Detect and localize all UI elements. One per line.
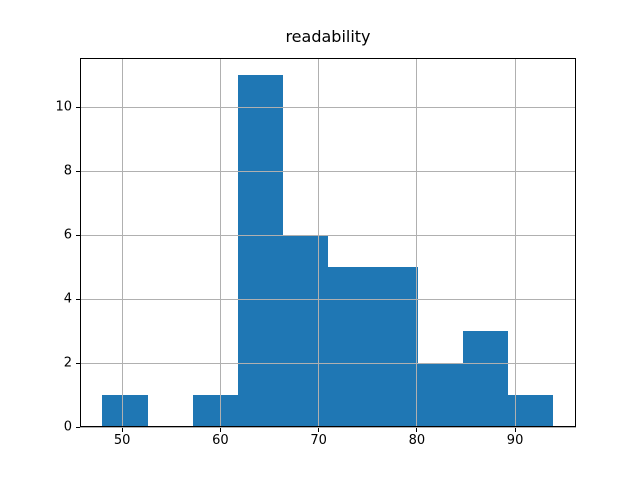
gridline-horizontal xyxy=(80,234,576,236)
histogram-bar xyxy=(373,267,419,428)
histogram-bar xyxy=(237,75,283,428)
histogram-bar xyxy=(282,235,328,428)
histogram-bar xyxy=(508,395,554,428)
x-tick-mark xyxy=(514,427,516,432)
y-tick-mark xyxy=(76,234,80,236)
chart-title: readability xyxy=(285,27,371,46)
gridline-vertical xyxy=(121,57,123,428)
gridline-vertical xyxy=(318,57,320,428)
x-tick-mark xyxy=(318,427,320,432)
x-tick-mark xyxy=(416,427,418,432)
y-tick-mark xyxy=(76,298,80,300)
y-tick-label: 6 xyxy=(63,227,72,243)
x-tick-label: 50 xyxy=(113,433,131,448)
x-tick-label: 80 xyxy=(408,433,426,448)
histogram-bar xyxy=(418,363,464,428)
x-tick-mark xyxy=(219,427,221,432)
gridline-vertical xyxy=(514,57,516,428)
grid-layer xyxy=(80,57,576,428)
gridline-vertical xyxy=(219,57,221,428)
y-tick-label: 2 xyxy=(63,355,72,371)
histogram-bar xyxy=(327,267,374,428)
x-tick-label: 60 xyxy=(212,433,229,448)
x-tick-label: 70 xyxy=(310,433,327,448)
histogram-bar xyxy=(102,395,148,428)
gridline-horizontal xyxy=(80,362,576,364)
gridline-horizontal xyxy=(80,170,576,172)
histogram-bar xyxy=(463,331,509,428)
y-tick-label: 8 xyxy=(63,163,72,179)
x-tick-mark xyxy=(121,427,123,432)
x-tick-label: 90 xyxy=(506,433,524,448)
y-tick-label: 10 xyxy=(55,99,72,115)
gridline-horizontal xyxy=(80,106,576,108)
y-tick-label: 0 xyxy=(63,419,72,435)
y-tick-mark xyxy=(76,106,80,108)
y-tick-mark xyxy=(76,426,80,428)
y-tick-mark xyxy=(76,170,80,172)
gridline-horizontal xyxy=(80,298,576,300)
y-tick-mark xyxy=(76,362,80,364)
bars-layer xyxy=(80,58,576,428)
plot-border xyxy=(80,57,576,428)
gridline-horizontal xyxy=(80,426,576,428)
plot-area xyxy=(80,57,576,428)
y-tick-label: 4 xyxy=(63,291,72,307)
histogram-bar xyxy=(192,395,238,428)
gridline-vertical xyxy=(416,57,418,428)
